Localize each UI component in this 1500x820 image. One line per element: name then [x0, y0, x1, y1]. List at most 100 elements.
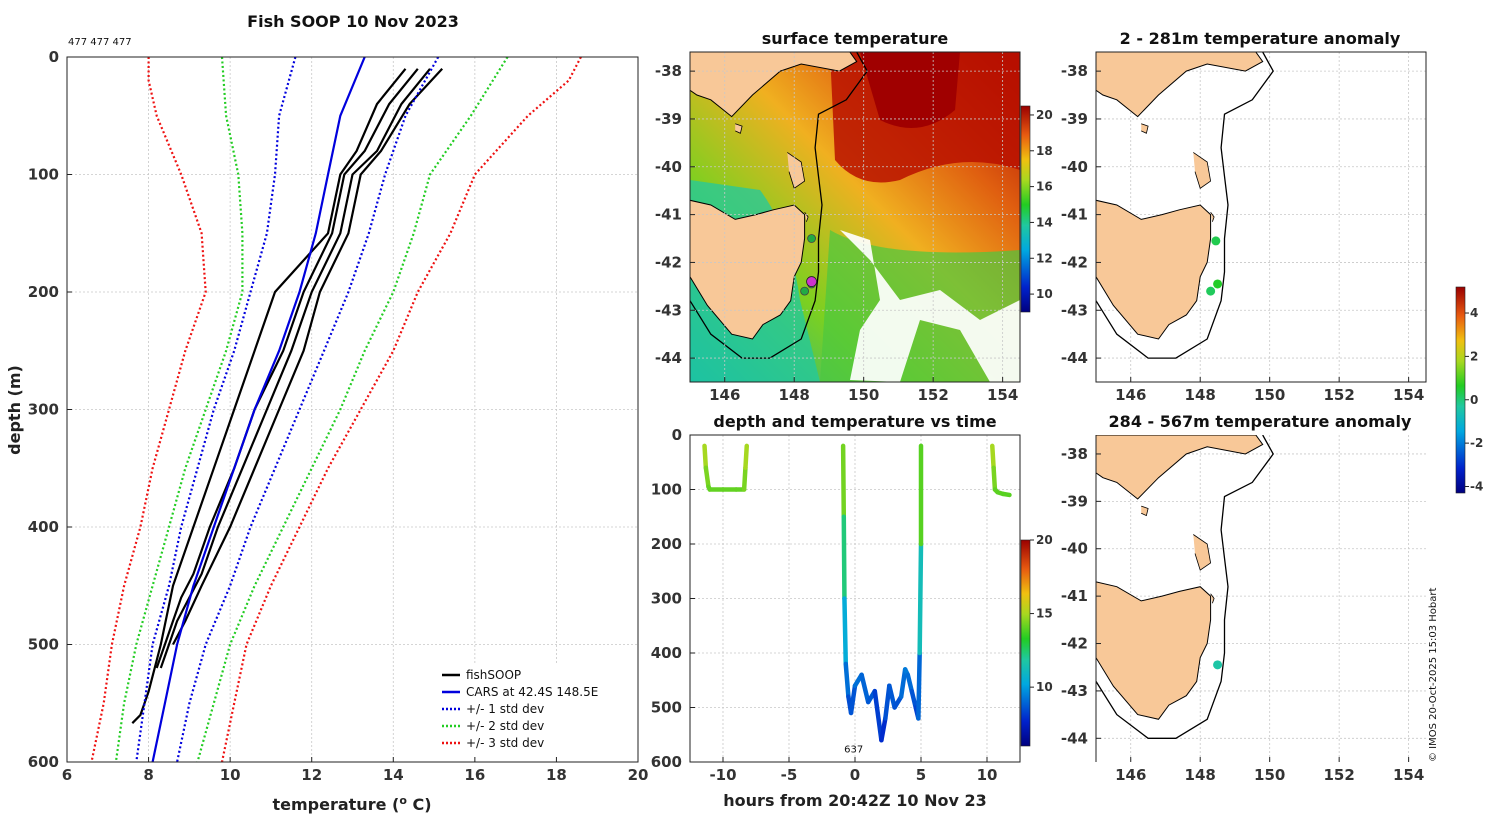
tick-label-y: 400 — [651, 644, 682, 662]
timeseries-lines — [702, 443, 1012, 743]
tick-label-y: 300 — [28, 401, 59, 419]
victoria-landmass — [1096, 435, 1264, 500]
timeseries-xlabel: hours from 20:42Z 10 Nov 23 — [723, 791, 986, 810]
tick-label-y: -38 — [655, 62, 682, 80]
timeseries-trace-segment — [905, 672, 915, 694]
tick-label-y: 100 — [651, 481, 682, 499]
tick-label-y: -41 — [1061, 587, 1088, 605]
tick-label-y: 500 — [28, 636, 59, 654]
timeseries-trace-segment — [887, 683, 897, 710]
flinders-island — [1193, 152, 1212, 189]
tick-label-x: 6 — [62, 766, 72, 784]
sst-cloud-mask — [840, 230, 1020, 382]
sst-grid — [690, 52, 1020, 382]
tick-label-y: -44 — [655, 349, 682, 367]
anom-deep-points — [1213, 660, 1223, 670]
tick-label-y: 200 — [651, 535, 682, 553]
colorbar-tick-label: 15 — [1036, 607, 1053, 621]
sst-points — [800, 234, 817, 296]
colorbar-tick-label: 18 — [1036, 144, 1053, 158]
tick-label-y: -43 — [655, 301, 682, 319]
tick-label-y: -39 — [1061, 492, 1088, 510]
profile-location-marker — [806, 276, 817, 287]
sst-colorbar-ticks: 10 12 14 16 18 20 — [1030, 108, 1053, 301]
profile-id-label: 477 477 477 — [68, 37, 132, 48]
timeseries-max-depth-label: 637 — [844, 745, 863, 756]
timeseries-trace-segment — [703, 465, 711, 490]
colorbar-tick-label: -4 — [1470, 479, 1483, 493]
profile-panel: Fish SOOP 10 Nov 2023 477 477 477 6 8 10 12… — [5, 12, 648, 814]
sst-axes-frame — [689, 51, 1021, 383]
tick-label-x: 154 — [1393, 386, 1424, 404]
timeseries-trace-segment — [879, 716, 888, 743]
colorbar-tick-label: 4 — [1470, 306, 1478, 320]
tick-label-x: 12 — [301, 766, 322, 784]
anomaly-colorbar — [1455, 286, 1466, 494]
tick-label-x: 148 — [779, 386, 810, 404]
anom-shallow-ticks: 146 148 150 152 154 -38 -39 -40 -41 -42 -43 -44 — [1061, 62, 1424, 404]
colorbar-tick-label: 14 — [1036, 215, 1053, 229]
tick-label-y: -41 — [655, 206, 682, 224]
tick-label-y: -39 — [655, 110, 682, 128]
profile-lines — [90, 56, 582, 763]
tick-label-x: 20 — [628, 766, 649, 784]
timeseries-trace-segment — [916, 650, 922, 721]
colorbar-tick-label: -2 — [1470, 436, 1483, 450]
tick-label-y: -42 — [655, 253, 682, 271]
tick-label-x: 152 — [1324, 766, 1355, 784]
profile-legend: fishSOOP CARS at 42.4S 148.5E +/- 1 std … — [436, 664, 632, 756]
tick-label-x: 150 — [1254, 766, 1285, 784]
tick-label-y: -39 — [1061, 110, 1088, 128]
anom-shallow-panel: 2 - 281m temperature anomaly 146 148 150 15… — [1061, 29, 1427, 404]
legend-label-cars: CARS at 42.4S 148.5E — [466, 685, 598, 699]
tick-label-x: -10 — [709, 766, 736, 784]
profile-xlabel: temperature (o C) — [272, 794, 431, 814]
tick-label-y: -43 — [1061, 682, 1088, 700]
tasmania-landmass — [1096, 199, 1212, 340]
fishsoop-profile-line — [159, 68, 431, 669]
tick-label-y: 600 — [651, 753, 682, 771]
tick-label-y: 300 — [651, 590, 682, 608]
anom-shallow-points — [1206, 236, 1223, 296]
timeseries-colorbar — [1020, 539, 1031, 747]
timeseries-trace-segment — [841, 514, 847, 601]
tick-label-x: 146 — [1115, 766, 1146, 784]
timeseries-trace-segment — [1000, 491, 1012, 498]
tick-label-x: 0 — [850, 766, 860, 784]
anomaly-colorbar-ticks: 4 2 0 -2 -4 — [1465, 306, 1483, 493]
profile-ylabel: depth (m) — [5, 365, 24, 455]
tick-label-x: 10 — [220, 766, 241, 784]
small-island — [1141, 123, 1149, 134]
sst-geography — [690, 52, 868, 359]
timeseries-trace-segment — [702, 443, 709, 470]
tick-label-y: -42 — [1061, 635, 1088, 653]
tick-label-x: 18 — [546, 766, 567, 784]
tick-label-y: 100 — [28, 166, 59, 184]
colorbar-tick-label: 12 — [1036, 251, 1053, 265]
sst-title: surface temperature — [762, 29, 949, 48]
colorbar-tick-label: 2 — [1470, 349, 1478, 363]
tick-label-x: 146 — [709, 386, 740, 404]
tick-label-x: 152 — [1324, 386, 1355, 404]
timeseries-trace-segment — [741, 465, 748, 492]
sst-position-marker — [800, 286, 810, 296]
anom-deep-grid — [1096, 435, 1426, 762]
tick-label-y: 600 — [28, 753, 59, 771]
colorbar-tick-label: 10 — [1036, 680, 1053, 694]
tick-label-y: -44 — [1061, 349, 1088, 367]
sst-panel: surface temperature 146 148 150 152 154 -38 -3… — [655, 29, 1053, 404]
shelf-contour — [1096, 52, 1274, 359]
sst-colorbar — [1020, 105, 1031, 313]
sst-position-marker — [807, 234, 816, 243]
colorbar-tick-label: 20 — [1036, 533, 1053, 547]
tick-label-y: -43 — [1061, 301, 1088, 319]
tick-label-x: 10 — [977, 766, 998, 784]
tick-label-y: 200 — [28, 283, 59, 301]
fishsoop-profile-line — [172, 68, 444, 646]
anom-deep-panel: 284 - 567m temperature anomaly 146 148 150… — [1061, 412, 1426, 784]
tick-label-x: 150 — [848, 386, 879, 404]
timeseries-trace-segment — [848, 683, 858, 716]
victoria-landmass — [690, 52, 858, 118]
